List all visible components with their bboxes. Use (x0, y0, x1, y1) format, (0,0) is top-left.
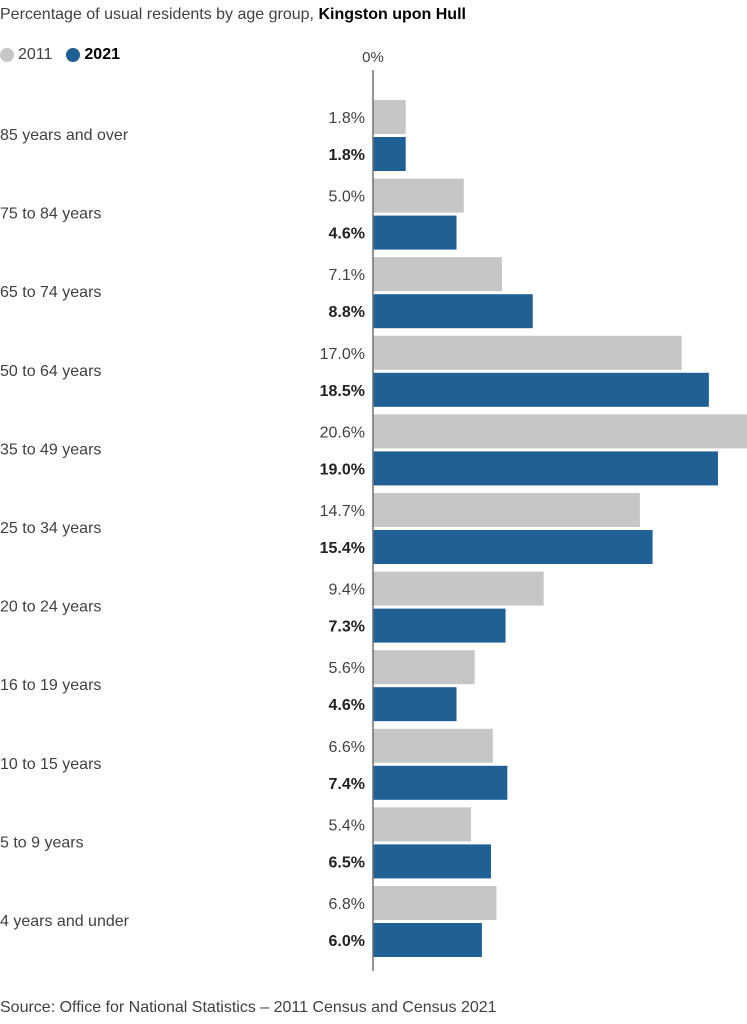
category-label: 25 to 34 years (0, 520, 101, 537)
bar-chart: 0% 85 years and over 1.8% 1.8% 75 to 84 year… (0, 49, 747, 971)
bar-2021 (373, 608, 506, 643)
legend: 2011 2021 (0, 46, 134, 64)
bar-2011 (373, 571, 544, 606)
title-place: Kingston upon Hull (318, 6, 466, 23)
data-label-2021: 4.6% (329, 226, 365, 243)
chart-title: Percentage of usual residents by age gro… (0, 6, 466, 24)
data-label-2021: 7.3% (329, 619, 365, 636)
data-label-2011: 14.7% (320, 503, 365, 520)
title-prefix: Percentage of usual residents by age gro… (0, 6, 314, 23)
category-label: 16 to 19 years (0, 677, 101, 694)
data-label-2021: 7.4% (329, 776, 365, 793)
data-label-2021: 6.0% (329, 933, 365, 950)
data-label-2011: 6.6% (329, 739, 365, 756)
bar-2021 (373, 294, 533, 329)
data-label-2021: 15.4% (320, 540, 365, 557)
legend-label-2011: 2011 (18, 46, 53, 63)
category-label: 75 to 84 years (0, 206, 101, 223)
category-label: 10 to 15 years (0, 756, 101, 773)
bar-2011 (373, 335, 682, 370)
category-label: 20 to 24 years (0, 599, 101, 616)
category-label: 85 years and over (0, 127, 129, 144)
bar-2011 (373, 807, 472, 842)
data-label-2021: 1.8% (329, 147, 365, 164)
category-label: 4 years and under (0, 913, 130, 930)
bar-2021 (373, 923, 482, 957)
data-label-2021: 18.5% (320, 383, 365, 400)
data-label-2011: 17.0% (320, 346, 365, 363)
bar-2011 (373, 414, 747, 449)
legend-swatch-2021 (66, 48, 81, 62)
bar-2021 (373, 765, 508, 800)
source-note: Source: Office for National Statistics –… (0, 999, 497, 1016)
data-label-2011: 1.8% (329, 110, 365, 127)
bar-2021 (373, 451, 718, 486)
data-label-2021: 8.8% (329, 304, 365, 321)
bar-2021 (373, 530, 653, 564)
bar-2011 (373, 650, 475, 685)
bar-2021 (373, 844, 492, 879)
data-label-2011: 5.0% (329, 189, 365, 206)
data-label-2011: 6.8% (329, 896, 365, 913)
data-label-2011: 20.6% (320, 424, 365, 441)
bar-2011 (373, 257, 502, 292)
axis-zero-label: 0% (362, 49, 384, 66)
bar-2011 (373, 886, 497, 920)
bar-2021 (373, 687, 457, 722)
bar-2011 (373, 728, 493, 763)
data-label-2011: 5.6% (329, 660, 365, 677)
data-label-2011: 9.4% (329, 582, 365, 599)
category-label: 65 to 74 years (0, 284, 101, 301)
bar-2021 (373, 372, 709, 407)
data-label-2021: 4.6% (329, 697, 365, 714)
bar-2011 (373, 178, 464, 213)
data-label-2021: 6.5% (329, 854, 365, 871)
data-label-2011: 5.4% (329, 817, 365, 834)
bar-2021 (373, 215, 457, 250)
legend-label-2021: 2021 (84, 46, 120, 63)
bar-2011 (373, 100, 406, 134)
category-label: 5 to 9 years (0, 834, 84, 851)
category-label: 35 to 49 years (0, 441, 101, 458)
data-label-2021: 19.0% (320, 461, 365, 478)
bar-2021 (373, 137, 406, 171)
legend-item-2011: 2011 (0, 46, 52, 64)
legend-swatch-2011 (0, 48, 14, 62)
legend-item-2021: 2021 (66, 46, 120, 64)
bar-2011 (373, 493, 640, 527)
category-label: 50 to 64 years (0, 363, 101, 380)
data-label-2011: 7.1% (329, 267, 365, 284)
